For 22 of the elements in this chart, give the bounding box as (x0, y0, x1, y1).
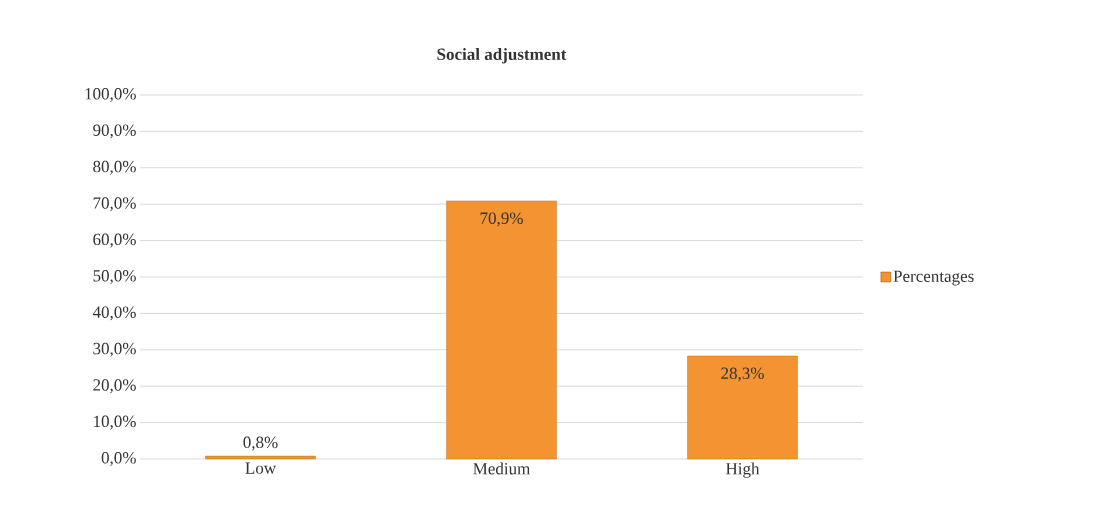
y-tick-label: 10,0% (94, 415, 136, 430)
data-label: 28,3% (721, 367, 764, 382)
y-tick-label: 40,0% (92, 306, 136, 321)
y-tick-label: 30,0% (93, 342, 136, 357)
x-tick-label: Low (245, 462, 277, 474)
y-tick-label: 90,0% (93, 124, 136, 139)
x-tick-label: High (725, 462, 760, 478)
y-tick-label: 80,0% (93, 160, 136, 175)
x-tick-label: Medium (473, 462, 531, 475)
y-tick-label: 50,0% (93, 270, 136, 284)
chart-title: Social adjustment (437, 48, 567, 64)
bar (205, 455, 316, 460)
y-tick-label: 0,0% (101, 452, 136, 466)
bar (446, 200, 557, 460)
y-tick-label: 20,0% (93, 379, 136, 394)
data-label: 70,9% (480, 212, 523, 227)
data-label: 0,8% (243, 436, 278, 451)
y-tick-label: 70,0% (93, 197, 136, 212)
y-tick-label: 60,0% (93, 233, 136, 248)
bar (687, 355, 798, 460)
y-tick-label: 100,0% (85, 88, 136, 102)
legend-label: Percentages (893, 270, 974, 286)
